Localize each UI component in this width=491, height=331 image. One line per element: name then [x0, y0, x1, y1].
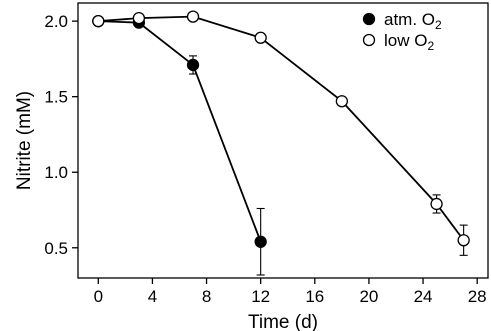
data-point: [430, 197, 443, 211]
series-1: [92, 10, 470, 256]
x-tick-label: 8: [202, 287, 211, 306]
data-point: [254, 31, 267, 44]
x-tick-label: 4: [148, 287, 157, 306]
legend-label: atm. O2: [384, 10, 442, 32]
series-layer: [92, 10, 470, 276]
data-point: [186, 58, 200, 72]
data-point: [186, 10, 200, 23]
x-tick-label: 24: [414, 287, 433, 306]
x-tick-label: 28: [468, 287, 487, 306]
y-tick-label: 0.5: [44, 239, 68, 258]
x-axis-label: Time (d): [248, 312, 318, 331]
y-tick-label: 1.5: [44, 88, 68, 107]
x-tick-label: 16: [305, 287, 324, 306]
legend-marker: [362, 12, 376, 26]
y-axis-label: Nitrite (mM): [14, 91, 35, 190]
y-tick-label: 2.0: [44, 12, 68, 31]
series-0: [92, 14, 267, 276]
series-line: [98, 15, 465, 241]
y-tick-label: 1.0: [44, 163, 68, 182]
plot-frame: [77, 2, 489, 279]
x-tick-label: 0: [94, 287, 103, 306]
series-line: [98, 20, 262, 243]
legend-marker: [362, 33, 376, 47]
data-point: [132, 11, 146, 25]
x-axis-ticks: 0 4 8 12 16 20 24 28: [94, 278, 487, 306]
data-point: [254, 235, 267, 248]
plot-border: [77, 2, 489, 279]
data-point: [457, 234, 470, 247]
data-point: [92, 14, 105, 28]
legend-label: low O2: [384, 31, 434, 53]
x-tick-label: 12: [251, 287, 270, 306]
y-axis-ticks: 0.5 1.0 1.5 2.0: [44, 12, 78, 258]
data-point: [335, 95, 349, 108]
x-tick-label: 20: [359, 287, 378, 306]
